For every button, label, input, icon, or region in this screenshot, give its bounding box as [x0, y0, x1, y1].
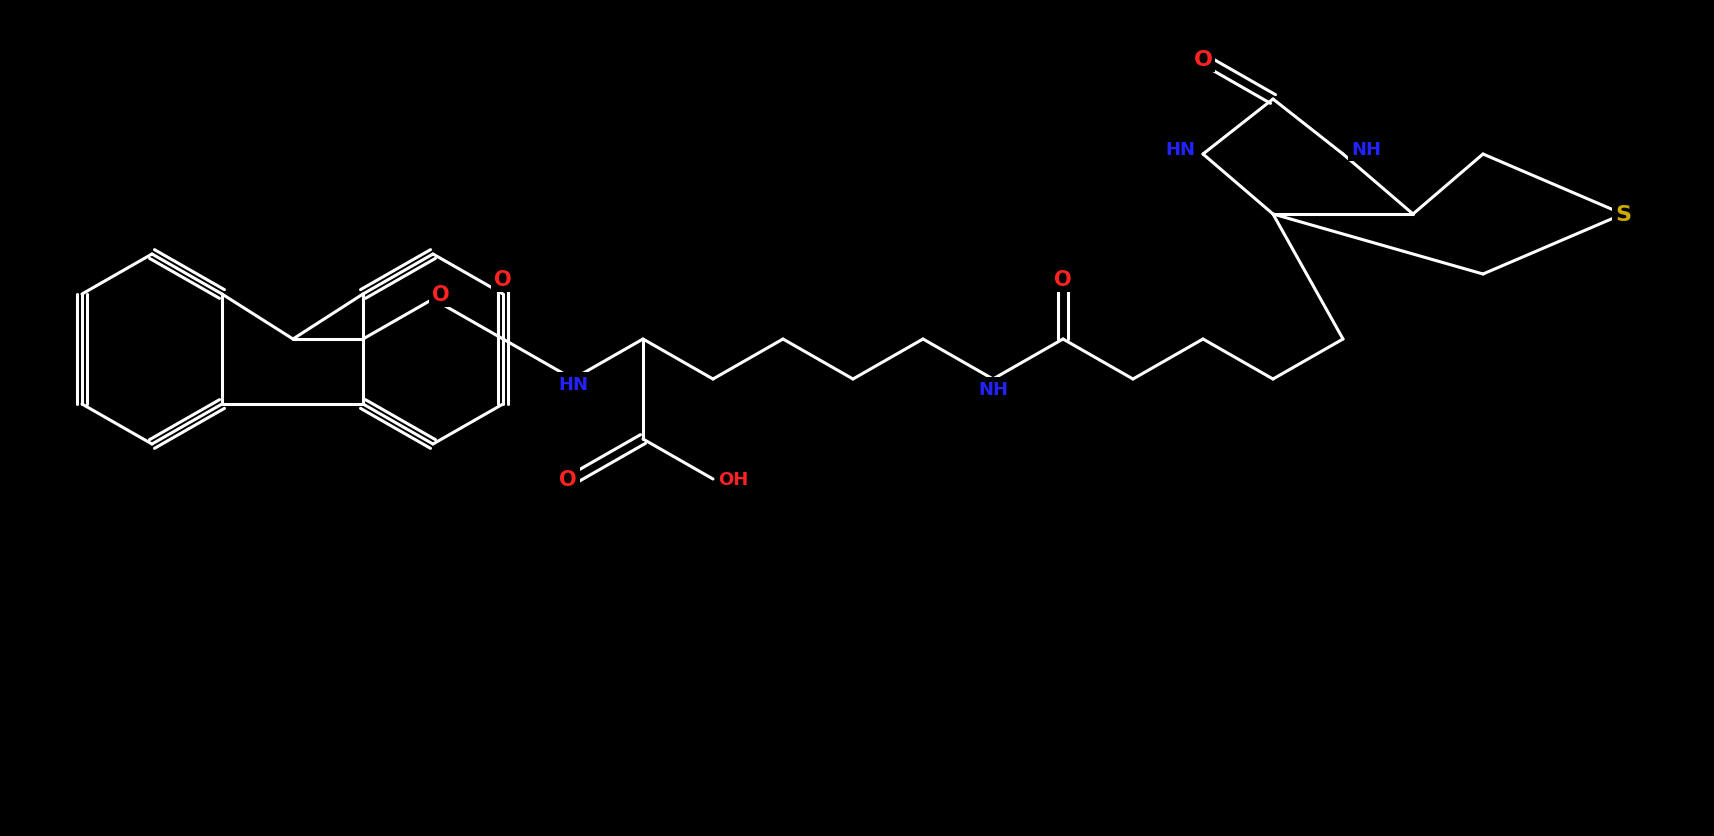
Text: O: O [432, 285, 449, 304]
Text: NH: NH [977, 380, 1008, 399]
Text: NH: NH [1351, 140, 1380, 159]
Text: OH: OH [718, 471, 747, 488]
Text: O: O [559, 470, 576, 489]
Text: O: O [1193, 50, 1212, 70]
Text: O: O [494, 270, 511, 289]
Text: S: S [1615, 205, 1630, 225]
Text: HN: HN [557, 375, 588, 394]
Text: HN: HN [1164, 140, 1195, 159]
Text: O: O [1054, 270, 1071, 289]
